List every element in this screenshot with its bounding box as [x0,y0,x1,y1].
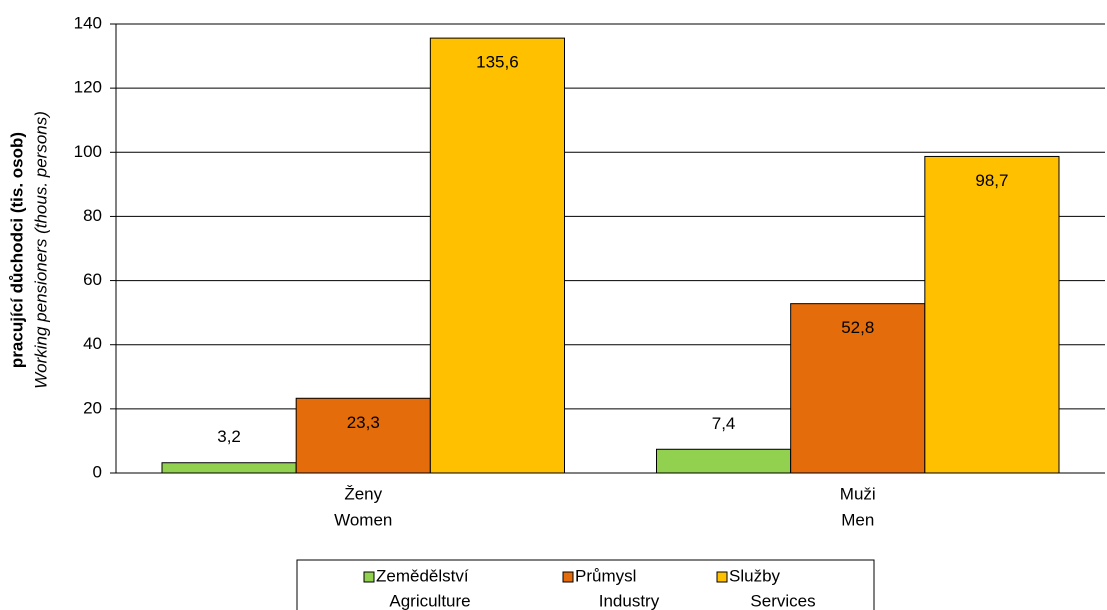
bar [656,448,792,474]
y-tick-label: 60 [83,270,102,289]
bar [429,37,566,474]
legend-label: Agriculture [389,591,470,610]
y-tick-label: 0 [93,462,102,481]
bar [161,462,297,474]
value-label: 23,3 [347,413,380,432]
legend-box [296,559,875,610]
bar [295,397,431,474]
legend-swatch [562,571,574,583]
y-tick-label: 80 [83,206,102,225]
legend-swatch [716,571,728,583]
y-tick-label: 20 [83,398,102,417]
legend-label: Průmysl [575,566,636,585]
x-tick-label: Muži [840,484,876,503]
legend-swatch [363,571,375,583]
value-label: 98,7 [975,171,1008,190]
value-label: 52,8 [841,318,874,337]
x-tick-label: Men [841,510,874,529]
y-axis-title-cz: pracující důchodci (tis. osob) [7,132,26,368]
y-tick-label: 140 [74,13,102,32]
legend-label: Služby [729,566,781,585]
y-tick-label: 120 [74,78,102,97]
legend-label: Services [750,591,815,610]
legend-label: Industry [599,591,660,610]
y-tick-label: 100 [74,142,102,161]
y-axis-title: pracující důchodci (tis. osob) Working p… [7,111,50,389]
y-tick-label: 40 [83,334,102,353]
bar [924,155,1060,474]
y-axis-title-en: Working pensioners (thous. persons) [31,111,50,389]
value-label: 3,2 [217,427,241,446]
legend-label: Zemědělství [376,566,469,585]
x-tick-label: Ženy [344,484,382,503]
value-label: 135,6 [476,53,519,72]
x-tick-label: Women [334,510,392,529]
value-label: 7,4 [712,414,736,433]
